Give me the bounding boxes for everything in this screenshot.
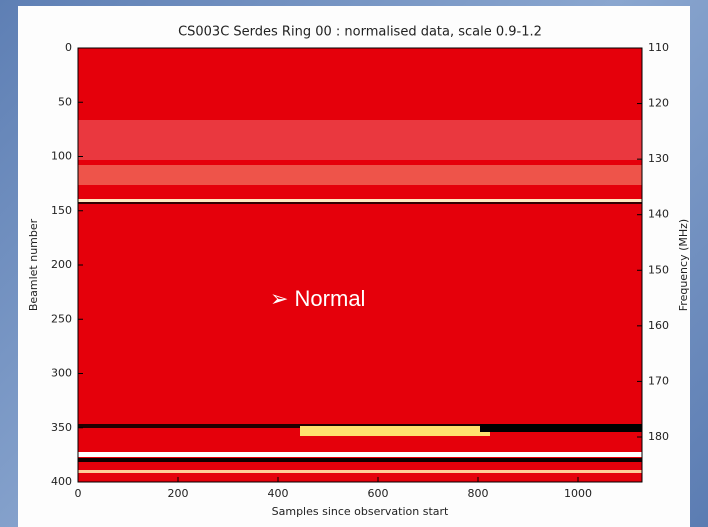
x-tick-label: 600 (368, 487, 389, 500)
x-axis-label: Samples since observation start (272, 505, 449, 518)
y2-axis-label: Frequency (MHz) (677, 219, 690, 311)
y-tick-label: 300 (51, 367, 72, 380)
annotation: ➢ Normal (270, 286, 365, 311)
heatmap-image (78, 48, 642, 482)
y-axis-label: Beamlet number (27, 218, 40, 311)
chart-title: CS003C Serdes Ring 00 : normalised data,… (178, 25, 542, 40)
y-tick-label: 400 (51, 475, 72, 488)
y2-tick-label: 140 (648, 208, 669, 221)
y-tick-label: 350 (51, 421, 72, 434)
x-tick-label: 800 (468, 487, 489, 500)
y-tick-label: 200 (51, 258, 72, 271)
y-tick-label: 250 (51, 312, 72, 325)
y-tick-label: 150 (51, 204, 72, 217)
heatmap-band (78, 452, 642, 457)
heatmap-band (78, 470, 642, 473)
heatmap-band (78, 120, 642, 160)
heatmap-band (78, 458, 642, 462)
x-tick-label: 1000 (564, 487, 592, 500)
heatmap-base (78, 48, 642, 482)
y-tick-label: 100 (51, 150, 72, 163)
heatmap-band (78, 165, 642, 185)
y2-tick-label: 160 (648, 319, 669, 332)
heatmap-band (78, 199, 642, 202)
y2-tick-label: 150 (648, 263, 669, 276)
y-tick-label: 0 (65, 41, 72, 54)
heatmap-band (480, 424, 642, 432)
x-tick-label: 400 (268, 487, 289, 500)
x-tick-label: 0 (75, 487, 82, 500)
y2-tick-label: 110 (648, 41, 669, 54)
y2-tick-label: 130 (648, 152, 669, 165)
heatmap-band (300, 426, 490, 436)
heatmap-band (78, 202, 642, 204)
y2-tick-label: 170 (648, 374, 669, 387)
y-tick-label: 50 (58, 95, 72, 108)
x-tick-label: 200 (168, 487, 189, 500)
y2-tick-label: 120 (648, 97, 669, 110)
y2-tick-label: 180 (648, 430, 669, 443)
